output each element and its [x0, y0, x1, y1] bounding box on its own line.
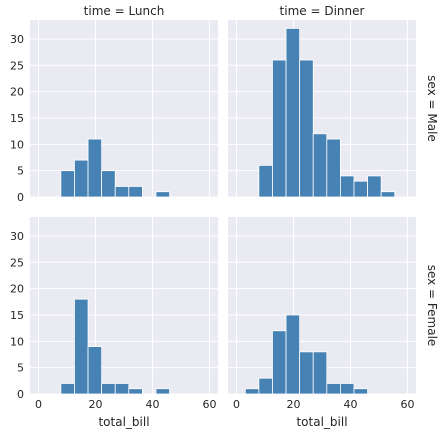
histogram-bar: [101, 383, 116, 395]
x-tick-label: 40: [343, 398, 357, 411]
histogram-bar: [312, 133, 328, 198]
y-tick-label: 20: [10, 283, 24, 296]
histogram-bar: [353, 388, 368, 395]
histogram-bar: [258, 164, 273, 198]
y-tick-label: 15: [10, 112, 24, 125]
facet-panel-r0-c0: 0 5 10 15 20 25 30 time = Lunch: [10, 4, 218, 204]
histogram-bar: [258, 377, 273, 395]
x-tick-label: 20: [287, 398, 301, 411]
histogram-bar: [101, 170, 116, 198]
histogram-bar: [340, 175, 355, 198]
histogram-bar: [353, 180, 368, 198]
facet-panel-r1-c1: 0 20 40 60 total_bill sex = Female: [228, 217, 438, 429]
facet-panel-r0-c1: time = Dinner sex = Male: [228, 4, 438, 198]
x-tick-label: 40: [145, 398, 159, 411]
histogram-bar: [244, 388, 260, 395]
y-tick-label: 0: [17, 388, 24, 401]
histogram-bar: [60, 383, 75, 395]
histogram-bar: [74, 298, 89, 395]
histogram-bar: [155, 191, 170, 198]
histogram-bar: [128, 388, 143, 395]
histogram-bar: [326, 138, 341, 198]
x-tick-label: 20: [89, 398, 103, 411]
histogram-bar: [74, 159, 89, 198]
histogram-bar: [60, 170, 75, 198]
y-tick-label: 25: [10, 256, 24, 269]
y-tick-label: 5: [17, 165, 24, 178]
histogram-bar: [128, 186, 143, 198]
y-tick-label: 20: [10, 86, 24, 99]
y-tick-label: 15: [10, 309, 24, 322]
histogram-bar: [340, 383, 355, 395]
y-tick-label: 5: [17, 362, 24, 375]
row-facet-title: sex = Female: [425, 265, 438, 347]
y-tick-label: 30: [10, 230, 24, 243]
column-facet-title: time = Lunch: [84, 4, 165, 18]
histogram-bar: [285, 314, 301, 395]
x-tick-label: 60: [202, 398, 216, 411]
panel-background: [30, 217, 218, 394]
x-axis-label: total_bill: [98, 415, 149, 429]
panel-background: [30, 20, 218, 197]
histogram-bar: [114, 186, 130, 198]
y-tick-label: 30: [10, 33, 24, 46]
x-axis-label: total_bill: [296, 415, 347, 429]
y-tick-label: 0: [17, 191, 24, 204]
histogram-bar: [312, 351, 328, 395]
histogram-bar: [155, 388, 170, 395]
column-facet-title: time = Dinner: [280, 4, 365, 18]
x-tick-label: 60: [400, 398, 414, 411]
histogram-bar: [272, 59, 287, 198]
histogram-bar: [326, 383, 341, 395]
y-tick-label: 25: [10, 59, 24, 72]
x-tick-label: 0: [35, 398, 42, 411]
histogram-bar: [87, 138, 103, 198]
histogram-bar: [272, 330, 287, 395]
histogram-bar: [367, 175, 382, 198]
facet-panel-r1-c0: 0 5 10 15 20 25 30 0 20 40 60 total_bill: [10, 217, 218, 429]
y-tick-label: 10: [10, 138, 24, 151]
x-tick-label: 0: [233, 398, 240, 411]
histogram-bar: [299, 351, 314, 395]
histogram-bar: [87, 346, 103, 395]
y-tick-label: 10: [10, 335, 24, 348]
row-facet-title: sex = Male: [425, 75, 438, 142]
histogram-bar: [299, 59, 314, 198]
histogram-bar: [285, 28, 301, 198]
histogram-bar: [114, 383, 130, 395]
histogram-bar: [380, 191, 396, 198]
